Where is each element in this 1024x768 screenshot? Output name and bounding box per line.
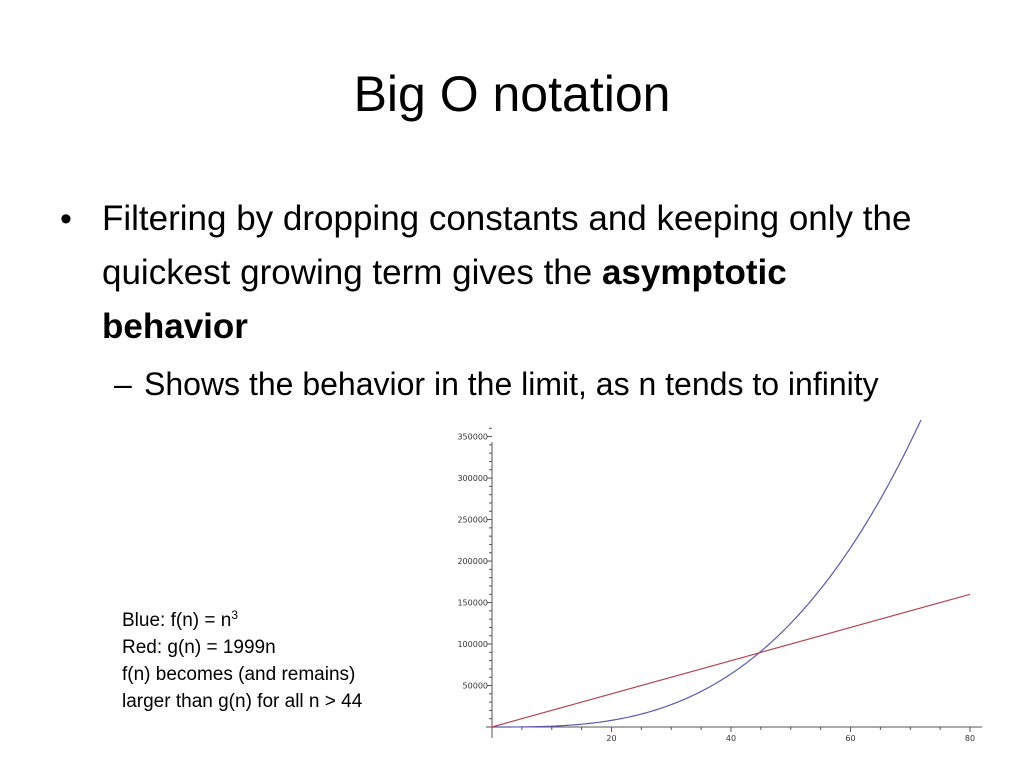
caption-line-4: larger than g(n) for all n > 44 [122, 691, 363, 712]
caption-line-3: f(n) becomes (and remains) [122, 664, 356, 685]
bullet-item: • Filtering by dropping constants and ke… [60, 192, 940, 354]
bullet-dot-icon: • [60, 200, 72, 238]
sub-bullet-marker: – [114, 366, 132, 402]
bullet-text-plain: Filtering by dropping constants and keep… [102, 199, 912, 292]
x-tick-label: 80 [965, 734, 975, 743]
chart-svg: 20 40 60 80 50000 100000 150000 200000 250000 300… [457, 420, 982, 743]
sub-bullet-text: Shows the behavior in the limit, as n te… [144, 366, 879, 402]
bullet-list: • Filtering by dropping constants and ke… [60, 192, 940, 408]
y-tick-label: 150000 [457, 599, 488, 608]
caption-line-blue: Blue: f(n) = n3 [122, 602, 362, 634]
y-tick-label: 350000 [457, 433, 488, 442]
caption-blue-exponent: 3 [231, 608, 238, 622]
x-tick-label: 40 [726, 734, 736, 743]
series-line-red-linear [491, 593, 971, 728]
bullet-text: Filtering by dropping constants and keep… [102, 192, 932, 354]
y-tick-label: 300000 [457, 474, 488, 483]
chart: 20 40 60 80 50000 100000 150000 200000 250000 300… [420, 420, 1000, 750]
sub-bullet-item: – Shows the behavior in the limit, as n … [114, 360, 940, 408]
series-line-blue-cubic [492, 420, 922, 728]
chart-caption: Blue: f(n) = n3 Red: g(n) = 1999n f(n) b… [122, 602, 362, 715]
caption-line-red: Red: g(n) = 1999n [122, 637, 276, 658]
y-tick-label: 100000 [457, 640, 488, 649]
y-tick-label: 250000 [457, 516, 488, 525]
y-tick-label: 200000 [457, 557, 488, 566]
x-tick-label: 60 [845, 734, 855, 743]
caption-blue-text: Blue: f(n) = n [122, 610, 232, 631]
slide-title: Big O notation [353, 66, 671, 122]
y-tick-label: 50000 [463, 682, 488, 691]
bullet-text-bold: asymptotic behavior [102, 253, 787, 346]
x-tick-label: 20 [606, 734, 616, 743]
